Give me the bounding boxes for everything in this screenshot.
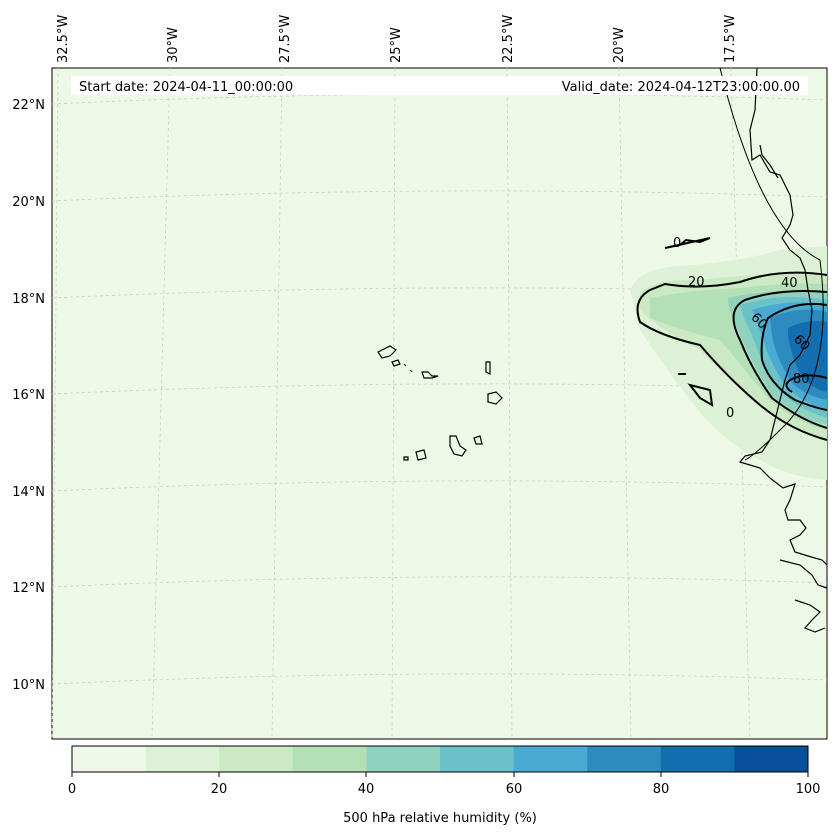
colorbar-cell [219,746,294,772]
coastline [738,67,828,633]
colorbar-cell [72,746,147,772]
colorbar-cell [734,746,809,772]
contour-20 [636,271,828,441]
meridian-gridlines [51,67,751,740]
cb-tick-100: 100 [796,782,821,797]
longitude-labels: 32.5°W 30°W 27.5°W 25°W 22.5°W 20°W 17.5… [56,15,738,63]
colorbar-title: 500 hPa relative humidity (%) [343,811,537,826]
colorbar-cell [513,746,588,772]
lon-label-25w: 25°W [389,27,404,63]
border-line [719,67,824,461]
colorbar-cell [366,746,441,772]
start-date-label: Start date: 2024-04-11_00:00:00 [79,80,293,95]
lat-label-18n: 18°N [12,292,45,307]
contour-label-20: 20 [688,275,705,290]
contour-40 [732,290,828,429]
contour-label-0a: 0 [673,236,681,251]
contour-label-group: 20 40 60 60 80 0 0 [673,236,813,421]
contour-label-0b: 0 [726,406,734,421]
cb-tick-20: 20 [211,782,228,797]
lon-label-22-5w: 22.5°W [501,15,516,63]
lon-label-32-5w: 32.5°W [56,15,71,63]
colorbar-frame [71,745,809,773]
cb-tick-60: 60 [506,782,523,797]
parallel-gridlines [51,93,828,685]
latitude-labels: 22°N 20°N 18°N 16°N 14°N 12°N 10°N [12,98,45,693]
colorbar-ticks: 0 20 40 60 80 100 [68,772,821,797]
lon-label-20w: 20°W [612,27,627,63]
colorbar-cell [292,746,367,772]
minor-contours [664,237,714,407]
cape-verde-islands [377,345,503,461]
humidity-fill [630,246,827,480]
colorbar-cell [587,746,662,772]
valid-date-label: Valid_date: 2024-04-12T23:00:00.00 [562,80,800,95]
info-bar [71,76,808,95]
contour-label-40: 40 [781,276,798,291]
lat-label-14n: 14°N [12,485,45,500]
lat-label-20n: 20°N [12,195,45,210]
cb-tick-80: 80 [653,782,670,797]
lat-label-10n: 10°N [12,678,45,693]
lat-label-12n: 12°N [12,581,45,596]
contour-60 [760,302,828,411]
lon-label-17-5w: 17.5°W [723,15,738,63]
colorbar-cell [440,746,515,772]
cb-tick-40: 40 [358,782,375,797]
cb-tick-0: 0 [68,782,76,797]
lon-label-30w: 30°W [166,27,181,63]
humidity-band-80 [788,320,827,392]
lon-label-27-5w: 27.5°W [278,15,293,63]
colorbar [72,746,809,772]
colorbar-cell [660,746,735,772]
humidity-contours [636,271,828,441]
contour-80 [785,374,828,393]
colorbar-cell [145,746,220,772]
lat-label-16n: 16°N [12,388,45,403]
lat-label-22n: 22°N [12,98,45,113]
contour-label-80: 80 [793,372,810,387]
